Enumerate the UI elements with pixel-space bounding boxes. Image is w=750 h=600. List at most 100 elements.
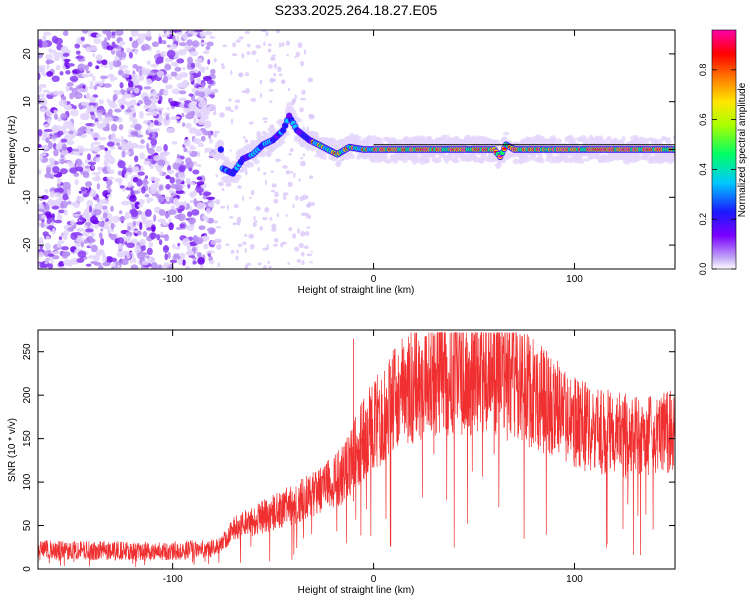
noise-blob	[158, 239, 163, 246]
noise-blob	[91, 164, 95, 170]
noise-blob	[186, 45, 192, 50]
noise-blob	[130, 264, 139, 269]
noise-blob	[236, 220, 241, 226]
noise-blob	[164, 253, 169, 261]
noise-blob	[117, 170, 123, 176]
noise-blob	[63, 209, 68, 216]
noise-blob	[166, 107, 170, 111]
noise-blob	[102, 261, 111, 267]
noise-blob	[125, 187, 133, 191]
noise-blob	[149, 187, 158, 195]
noise-blob	[85, 92, 91, 100]
noise-blob	[73, 92, 83, 100]
noise-blob	[238, 36, 244, 40]
noise-blob	[63, 130, 68, 135]
noise-blob	[72, 105, 77, 110]
noise-blob	[156, 70, 165, 78]
noise-blob	[145, 208, 152, 217]
noise-blob	[120, 89, 125, 94]
noise-blob	[268, 100, 273, 103]
noise-blob	[53, 113, 59, 120]
noise-blob	[101, 78, 105, 83]
snr-marks	[38, 332, 675, 567]
noise-blob	[306, 226, 311, 229]
noise-blob	[38, 64, 43, 71]
noise-blob	[273, 198, 279, 204]
noise-blob	[193, 198, 198, 206]
noise-blob	[234, 99, 241, 103]
noise-blob	[54, 37, 63, 45]
noise-blob	[271, 78, 277, 83]
noise-blob	[309, 261, 314, 264]
noise-blob	[69, 86, 74, 91]
noise-blob	[123, 93, 132, 99]
noise-blob	[217, 238, 222, 244]
signal-halo	[224, 179, 232, 184]
noise-blob	[97, 166, 104, 171]
noise-blob	[151, 97, 157, 101]
noise-blob	[110, 115, 120, 122]
noise-blob	[182, 122, 186, 127]
noise-blob	[111, 263, 116, 267]
noise-blob	[206, 196, 216, 200]
noise-blob	[88, 32, 92, 38]
noise-blob	[133, 166, 140, 173]
noise-blob	[124, 101, 132, 106]
figure-title: S233.2025.264.18.27.E05	[275, 2, 438, 18]
noise-blob	[66, 82, 74, 87]
noise-blob	[193, 116, 197, 125]
noise-blob	[134, 123, 142, 131]
noise-blob	[65, 160, 74, 165]
signal-halo	[582, 158, 591, 162]
snr-x-tick-label: 0	[371, 574, 377, 585]
noise-blob	[175, 178, 182, 185]
noise-blob	[167, 169, 175, 175]
noise-blob	[301, 260, 305, 266]
snr-y-tick-label: 200	[22, 386, 33, 403]
noise-blob	[59, 158, 65, 165]
noise-blob	[188, 181, 196, 185]
noise-blob	[165, 114, 170, 121]
noise-blob	[308, 175, 314, 180]
noise-blob	[106, 141, 115, 147]
noise-blob	[87, 61, 93, 67]
noise-blob	[51, 227, 56, 235]
noise-blob	[290, 170, 293, 174]
noise-blob	[69, 151, 79, 156]
noise-blob	[132, 220, 137, 227]
noise-blob	[263, 120, 268, 123]
noise-blob	[39, 262, 45, 269]
noise-blob	[229, 149, 232, 152]
noise-blob	[273, 237, 279, 243]
noise-blob	[120, 258, 129, 266]
signal-halo	[260, 153, 267, 157]
noise-blob	[199, 97, 203, 103]
signal-halo	[665, 138, 672, 144]
noise-blob	[126, 87, 136, 92]
noise-blob	[209, 94, 215, 98]
noise-blob	[301, 89, 306, 95]
noise-blob	[188, 128, 196, 135]
noise-blob	[137, 33, 147, 38]
noise-blob	[92, 75, 96, 82]
noise-blob	[62, 234, 68, 241]
noise-blob	[74, 43, 81, 49]
noise-blob	[263, 41, 266, 46]
noise-blob	[106, 176, 115, 181]
noise-blob	[173, 197, 179, 203]
noise-blob	[178, 90, 187, 95]
noise-blob	[145, 255, 150, 259]
noise-blob	[146, 30, 152, 38]
noise-blob	[85, 70, 91, 74]
noise-blob	[39, 244, 44, 249]
noise-blob	[38, 72, 41, 80]
noise-blob	[84, 86, 88, 93]
noise-blob	[163, 112, 171, 117]
noise-blob	[157, 194, 165, 203]
noise-blob	[51, 213, 55, 220]
signal-halo	[672, 134, 675, 141]
noise-blob	[81, 30, 89, 34]
noise-blob	[171, 88, 181, 95]
noise-blob	[40, 195, 49, 200]
